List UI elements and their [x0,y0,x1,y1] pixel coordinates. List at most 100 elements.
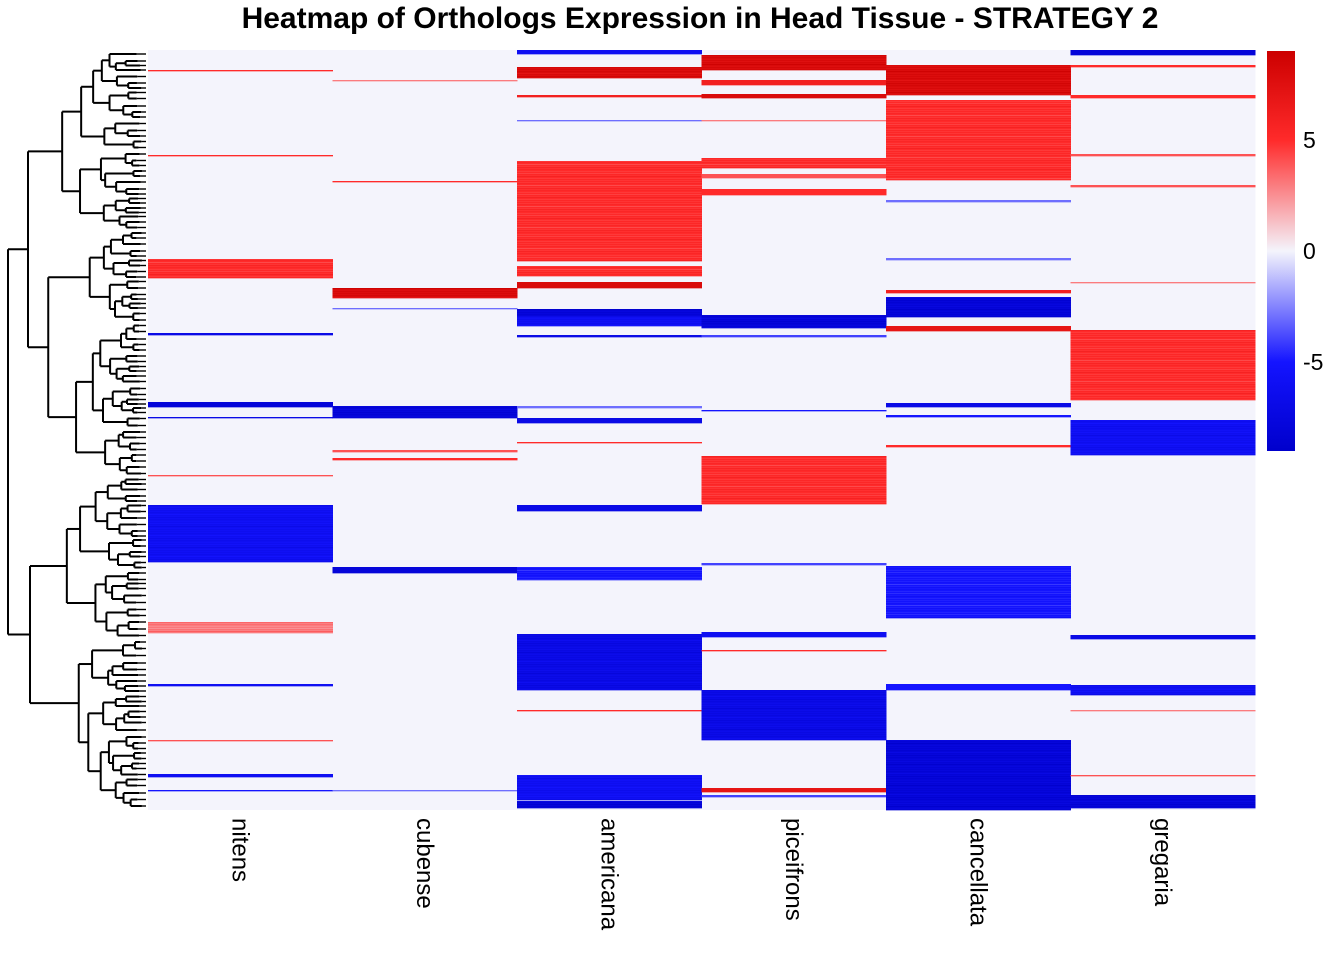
heatmap-cell [148,508,333,510]
heatmap-cell [517,442,702,444]
heatmap-cell [1070,66,1256,68]
heatmap-cell [1070,432,1256,434]
heatmap-cell [517,319,702,321]
heatmap-cell [517,807,702,809]
heatmap-cell [886,65,1071,67]
heatmap-cell [701,713,887,715]
heatmap-cell [517,781,702,783]
heatmap-cell [517,658,702,660]
heatmap-cell [1070,797,1256,799]
heatmap-cell [886,155,1071,157]
heatmap-cell [517,285,702,287]
heatmap-cell [1070,339,1256,341]
heatmap-cell [148,548,333,550]
heatmap-cell [701,723,887,725]
heatmap-cell [148,510,333,512]
heatmap-cell [886,124,1071,126]
heatmap-cell [701,716,887,718]
heatmap-cell [701,495,887,497]
heatmap-cell [886,87,1071,89]
heatmap-cell [886,752,1071,754]
heatmap-cell [701,56,887,58]
color-scale-tick-label: 0 [1303,238,1316,264]
heatmap-cell [1070,386,1256,388]
heatmap-cell [517,653,702,655]
heatmap-cell [886,313,1071,315]
heatmap-cell [886,755,1071,757]
heatmap-cell [701,315,887,317]
heatmap-cell [886,298,1071,300]
heatmap-cell [517,680,702,682]
heatmap-cell [701,492,887,494]
heatmap-cell [332,450,518,452]
heatmap-cell [517,173,702,175]
heatmap-cell [148,524,333,526]
heatmap-cell [148,507,333,509]
heatmap-cell [886,757,1071,759]
heatmap-cell [517,801,702,803]
heatmap-cell [148,555,333,557]
heatmap-cell [701,463,887,465]
heatmap-cell [148,521,333,523]
heatmap-cell [701,478,887,480]
heatmap-cell [886,175,1071,177]
heatmap-cell [1070,430,1256,432]
heatmap-cell [517,804,702,806]
heatmap-cell [517,798,702,800]
heatmap-cell [517,244,702,246]
heatmap-cell [1070,804,1256,806]
heatmap-cell [886,126,1071,128]
heatmap-cell [517,203,702,205]
heatmap-cell [517,166,702,168]
heatmap-cell [148,417,333,419]
heatmap-cell [886,292,1071,294]
heatmap-cell [517,672,702,674]
heatmap-cell [701,81,887,83]
heatmap-cell [517,639,702,641]
heatmap-cell [517,213,702,215]
heatmap-cell [701,62,887,64]
heatmap-cell [148,517,333,519]
heatmap-cell [1070,395,1256,397]
heatmap-cell [701,717,887,719]
heatmap-cell [701,467,887,469]
heatmap-cell [148,276,333,278]
heatmap-cell [517,233,702,235]
heatmap-cell [886,111,1071,113]
heatmap-cell [701,725,887,727]
heatmap-cell [517,316,702,318]
heatmap-cell [517,336,702,338]
heatmap-cell [1070,50,1256,52]
heatmap-cell [886,125,1071,127]
heatmap-cell [886,617,1071,619]
heatmap-cell [148,775,333,777]
heatmap-cell [886,158,1071,160]
heatmap-cell [886,114,1071,116]
heatmap-cell [148,547,333,549]
color-scale-tick-label: 5 [1303,127,1316,153]
heatmap-cell [886,173,1071,175]
heatmap-cell [886,110,1071,112]
heatmap-cell [517,321,702,323]
heatmap-cell [886,326,1071,328]
heatmap-cell [1070,637,1256,639]
heatmap-cell [886,161,1071,163]
heatmap-cell [517,634,702,636]
heatmap-cell [886,147,1071,149]
heatmap-cell [701,481,887,483]
heatmap-cell [886,766,1071,768]
heatmap-cell [701,69,887,71]
heatmap-cell [886,596,1071,598]
heatmap-cell [886,93,1071,95]
heatmap-cell [886,127,1071,129]
heatmap-cell [148,404,333,406]
heatmap-cell [332,572,518,574]
heatmap-cell [517,689,702,691]
heatmap-cell [886,156,1071,158]
heatmap-cell [701,465,887,467]
heatmap-cell [886,116,1071,118]
heatmap-cell [701,714,887,716]
heatmap-cell [517,507,702,509]
heatmap-cell [701,735,887,737]
heatmap-cell [517,284,702,286]
